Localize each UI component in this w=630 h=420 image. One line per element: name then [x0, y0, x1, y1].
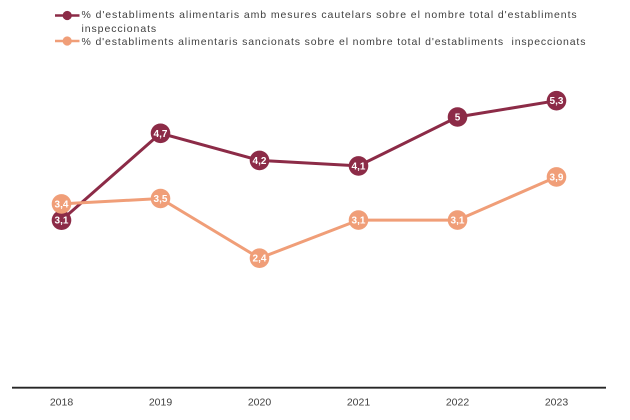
svg-text:% d'establiments alimentaris a: % d'establiments alimentaris amb mesures…: [82, 9, 578, 21]
svg-text:2,4: 2,4: [253, 254, 267, 265]
svg-text:2023: 2023: [545, 396, 569, 408]
svg-text:2020: 2020: [248, 396, 272, 408]
svg-text:3,9: 3,9: [550, 172, 564, 183]
svg-text:2018: 2018: [50, 396, 74, 408]
svg-text:% d'establiments alimentaris s: % d'establiments alimentaris sancionats …: [82, 36, 587, 48]
svg-text:inspeccionats: inspeccionats: [82, 23, 158, 35]
svg-text:5,3: 5,3: [550, 96, 564, 107]
svg-text:4,7: 4,7: [154, 129, 168, 140]
svg-text:3,5: 3,5: [154, 194, 168, 205]
svg-text:3,1: 3,1: [352, 216, 366, 227]
svg-text:4,1: 4,1: [352, 161, 366, 172]
svg-text:2019: 2019: [149, 396, 173, 408]
svg-text:2021: 2021: [347, 396, 371, 408]
svg-text:3,4: 3,4: [55, 199, 69, 210]
svg-text:5: 5: [455, 113, 461, 124]
svg-text:4,2: 4,2: [253, 156, 267, 167]
svg-text:3,1: 3,1: [55, 216, 69, 227]
svg-text:3,1: 3,1: [451, 216, 465, 227]
svg-text:2022: 2022: [446, 396, 470, 408]
